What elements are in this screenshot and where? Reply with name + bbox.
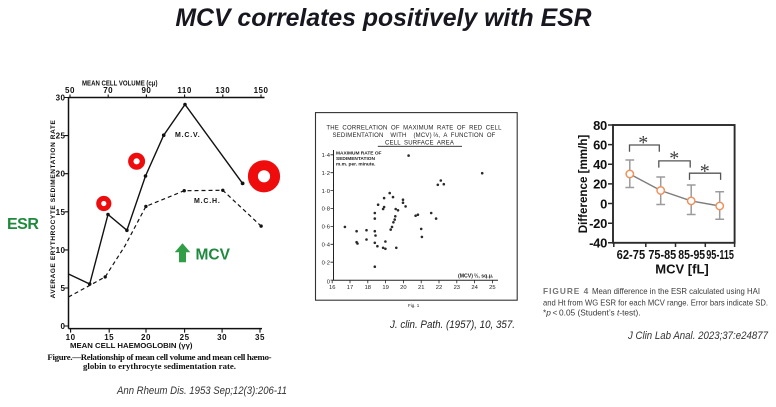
svg-text:1·0: 1·0 [322, 189, 330, 195]
svg-text:Fig. 1: Fig. 1 [408, 303, 420, 308]
svg-text:0·6: 0·6 [322, 225, 330, 231]
svg-text:*: * [638, 132, 648, 154]
svg-text:130: 130 [215, 86, 230, 95]
svg-text:MEAN CELL VOLUME (cμ): MEAN CELL VOLUME (cμ) [82, 79, 158, 88]
svg-text:FIGURE 4: FIGURE 4 [543, 286, 589, 296]
svg-text:75-85: 75-85 [648, 247, 676, 262]
svg-text:0: 0 [61, 322, 66, 331]
svg-text:70: 70 [103, 86, 113, 95]
svg-text:150: 150 [254, 86, 269, 95]
svg-text:Mean difference in the ESR cal: Mean difference in the ESR calculated us… [592, 286, 760, 296]
svg-text:90: 90 [141, 86, 151, 95]
svg-text:0·8: 0·8 [322, 207, 330, 213]
svg-text:62-75: 62-75 [617, 247, 646, 262]
svg-text:MEAN CELL HAEMOGLOBIN (γγ): MEAN CELL HAEMOGLOBIN (γγ) [70, 341, 193, 350]
svg-text:*p < 0.05 (Student’s t-test).: *p < 0.05 (Student’s t-test). [543, 307, 641, 317]
svg-text:0·2: 0·2 [322, 260, 330, 266]
svg-text:19: 19 [382, 285, 388, 291]
svg-text:30: 30 [217, 333, 227, 342]
svg-text:25: 25 [56, 132, 66, 141]
svg-text:25: 25 [489, 285, 495, 291]
svg-text:110: 110 [177, 86, 191, 95]
svg-text:21: 21 [418, 285, 424, 291]
svg-text:Difference [mm/h]: Difference [mm/h] [577, 135, 590, 234]
svg-text:M.C.H.: M.C.H. [194, 198, 221, 205]
svg-text:MCV [fL]: MCV [fL] [655, 262, 708, 277]
svg-text:40: 40 [593, 157, 607, 172]
svg-text:0·4: 0·4 [322, 243, 331, 249]
svg-text:20: 20 [593, 177, 607, 192]
svg-text:18: 18 [365, 285, 371, 291]
svg-text:Ann Rheum Dis. 1953 Sep;12(3):: Ann Rheum Dis. 1953 Sep;12(3):206-11 [116, 385, 287, 397]
svg-text:ESR: ESR [7, 216, 39, 233]
svg-text:10: 10 [56, 246, 66, 255]
svg-text:-40: -40 [589, 236, 607, 251]
svg-text:CELL SURFACE AREA: CELL SURFACE AREA [385, 141, 454, 147]
svg-text:20: 20 [141, 333, 151, 342]
svg-text:Figure.—Relationship of mean c: Figure.—Relationship of mean cell volume… [47, 352, 271, 362]
svg-text:85-95: 85-95 [678, 247, 705, 262]
svg-text:M.C.V.: M.C.V. [175, 132, 201, 139]
svg-text:22: 22 [436, 285, 442, 291]
svg-text:15: 15 [104, 333, 114, 342]
svg-text:*: * [700, 160, 710, 182]
svg-text:17: 17 [347, 285, 353, 291]
svg-text:16: 16 [329, 285, 335, 291]
svg-text:24: 24 [471, 285, 478, 291]
svg-text:J Clin Lab Anal. 2023;37:e2487: J Clin Lab Anal. 2023;37:e24877 [627, 330, 769, 342]
svg-text:-20: -20 [589, 216, 607, 231]
svg-text:(MCV) ⅔, sq.μ.: (MCV) ⅔, sq.μ. [458, 274, 494, 280]
svg-text:*: * [669, 147, 679, 169]
svg-text:m.m. per. minute.: m.m. per. minute. [336, 162, 375, 168]
svg-text:95-115: 95-115 [706, 247, 734, 262]
svg-text:and Ht from WG ESR for each MC: and Ht from WG ESR for each MCV range. E… [543, 297, 768, 307]
svg-text:35: 35 [255, 333, 265, 342]
svg-text:60: 60 [593, 138, 607, 153]
svg-text:23: 23 [454, 285, 460, 291]
svg-text:50: 50 [65, 86, 75, 95]
svg-text:10: 10 [66, 333, 76, 342]
svg-text:globin to erythrocyte sediment: globin to erythrocyte sedimentation rate… [83, 361, 236, 371]
svg-text:MCV correlates positively with: MCV correlates positively with ESR [175, 5, 591, 32]
svg-text:MCV: MCV [196, 247, 231, 264]
svg-text:MAXIMUM RATE OF: MAXIMUM RATE OF [336, 151, 382, 157]
svg-text:0: 0 [327, 280, 330, 286]
svg-text:30: 30 [56, 94, 66, 103]
svg-text:J. clin. Path. (1957), 10, 357: J. clin. Path. (1957), 10, 357. [389, 319, 515, 331]
svg-text:0: 0 [600, 196, 607, 211]
svg-text:SEDIMENTATION: SEDIMENTATION [336, 156, 376, 162]
svg-text:AVERAGE ERYTHROCYTE SEDIMENTAT: AVERAGE ERYTHROCYTE SEDIMENTATION RATE [50, 120, 57, 299]
svg-text:80: 80 [593, 118, 607, 133]
svg-text:15: 15 [56, 208, 66, 217]
svg-text:25: 25 [180, 333, 190, 342]
svg-text:20: 20 [56, 170, 66, 179]
svg-text:5: 5 [61, 284, 66, 293]
svg-text:20: 20 [400, 285, 406, 291]
svg-text:1·2: 1·2 [322, 171, 330, 177]
svg-text:THE CORRELATION OF MAXIMUM RAT: THE CORRELATION OF MAXIMUM RATE OF RED C… [326, 126, 502, 132]
svg-text:SEDIMENTATION WITH (MCV) ⅔,: SEDIMENTATION WITH (MCV) ⅔, A FUNCTION O… [332, 133, 495, 139]
svg-text:1·4: 1·4 [322, 153, 331, 159]
